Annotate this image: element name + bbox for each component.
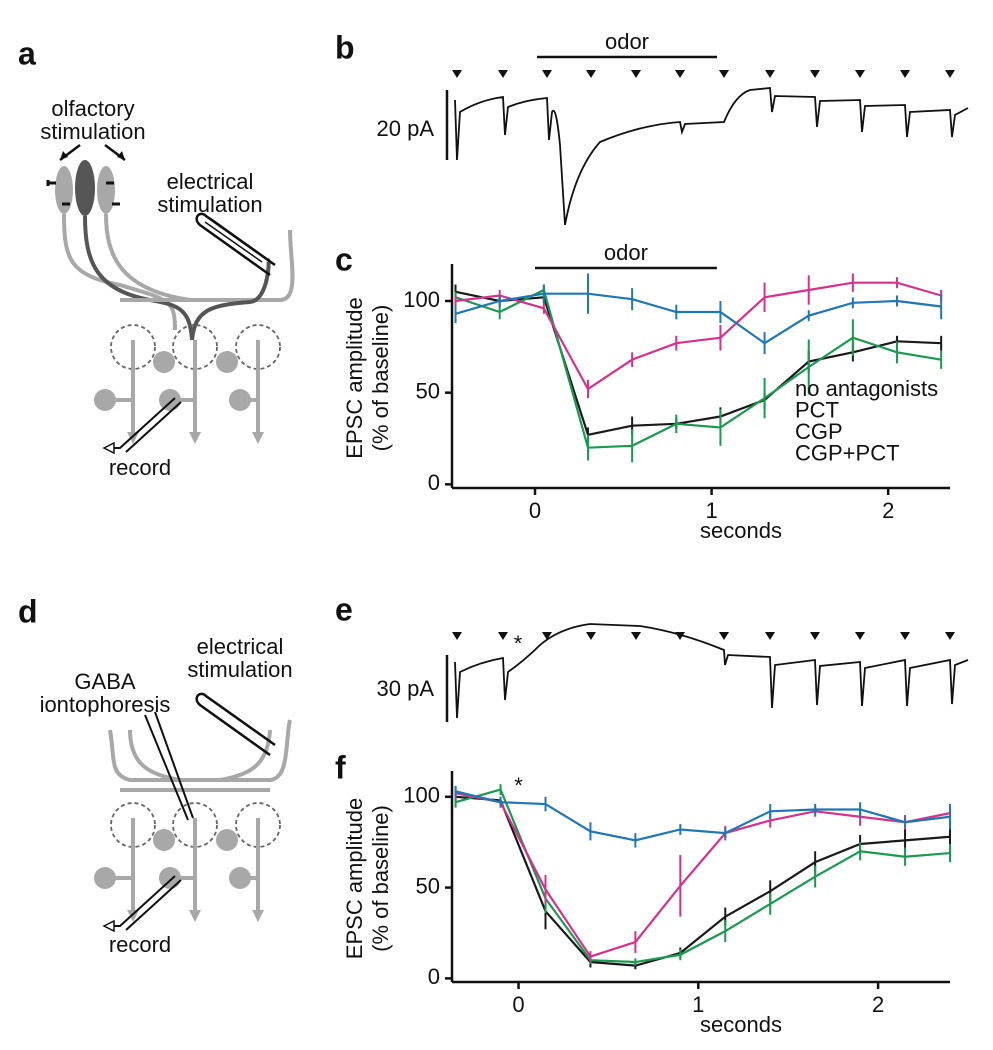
scale-bar-label: 30 pA [377,676,435,701]
y-tick-label: 50 [416,378,440,403]
annotation: * [514,773,523,798]
diagram-text: electrical [197,634,284,659]
legend-label: PCT [795,397,839,422]
panel-label: c [335,241,353,277]
x-axis-label: seconds [700,1012,782,1037]
circuit-diagram: olfactory stimulation electrical stimula… [40,96,295,480]
annotation: odor [605,29,649,54]
diagram-text: iontophoresis [40,692,171,717]
series-line [455,290,942,437]
legend-label: no antagonists [795,376,938,401]
diagram-text: GABA [74,669,135,694]
diagram-text: olfactory [51,96,134,121]
x-tick-label: 1 [705,498,717,523]
current-trace: 30 pA * [377,623,969,722]
series-line [455,281,942,391]
x-axis-label: seconds [700,518,782,543]
y-axis-label: (% of baseline) [368,805,393,952]
legend-label: CGP [795,419,843,444]
panel-label: a [18,35,36,71]
y-tick-label: 50 [416,873,440,898]
legend-label: CGP+PCT [795,440,900,465]
series-line [455,288,942,449]
annotation: odor [604,240,648,265]
x-tick-label: 0 [529,498,541,523]
y-tick-label: 100 [403,783,440,808]
series-line [455,790,951,842]
panel-label: e [335,591,353,627]
diagram-text: electrical [167,169,254,194]
y-tick-label: 0 [428,470,440,495]
diagram-text: stimulation [40,119,145,144]
diagram-text: stimulation [157,192,262,217]
scale-bar-label: 20 pA [377,116,435,141]
series-line [455,795,951,967]
y-tick-label: 100 [403,287,440,312]
series-line [455,292,942,345]
y-axis-label: EPSC amplitude [342,798,367,959]
circuit-diagram: electrical stimulation GABA iontophoresi… [40,634,293,957]
diagram-text: record [109,455,171,480]
panel-label: f [335,749,346,785]
annotation: * [514,631,523,656]
series-line [455,792,951,958]
current-trace: odor 20 pA [377,29,969,226]
y-axis-label: (% of baseline) [368,305,393,452]
series-line [455,788,951,964]
x-tick-label: 2 [882,498,894,523]
panel-label: d [18,593,38,629]
panel-label: b [335,29,355,65]
diagram-text: record [109,932,171,957]
diagram-text: stimulation [187,657,292,682]
y-axis-label: EPSC amplitude [342,297,367,458]
x-tick-label: 0 [512,992,524,1017]
x-tick-label: 2 [872,992,884,1017]
x-tick-label: 1 [692,992,704,1017]
y-tick-label: 0 [428,964,440,989]
